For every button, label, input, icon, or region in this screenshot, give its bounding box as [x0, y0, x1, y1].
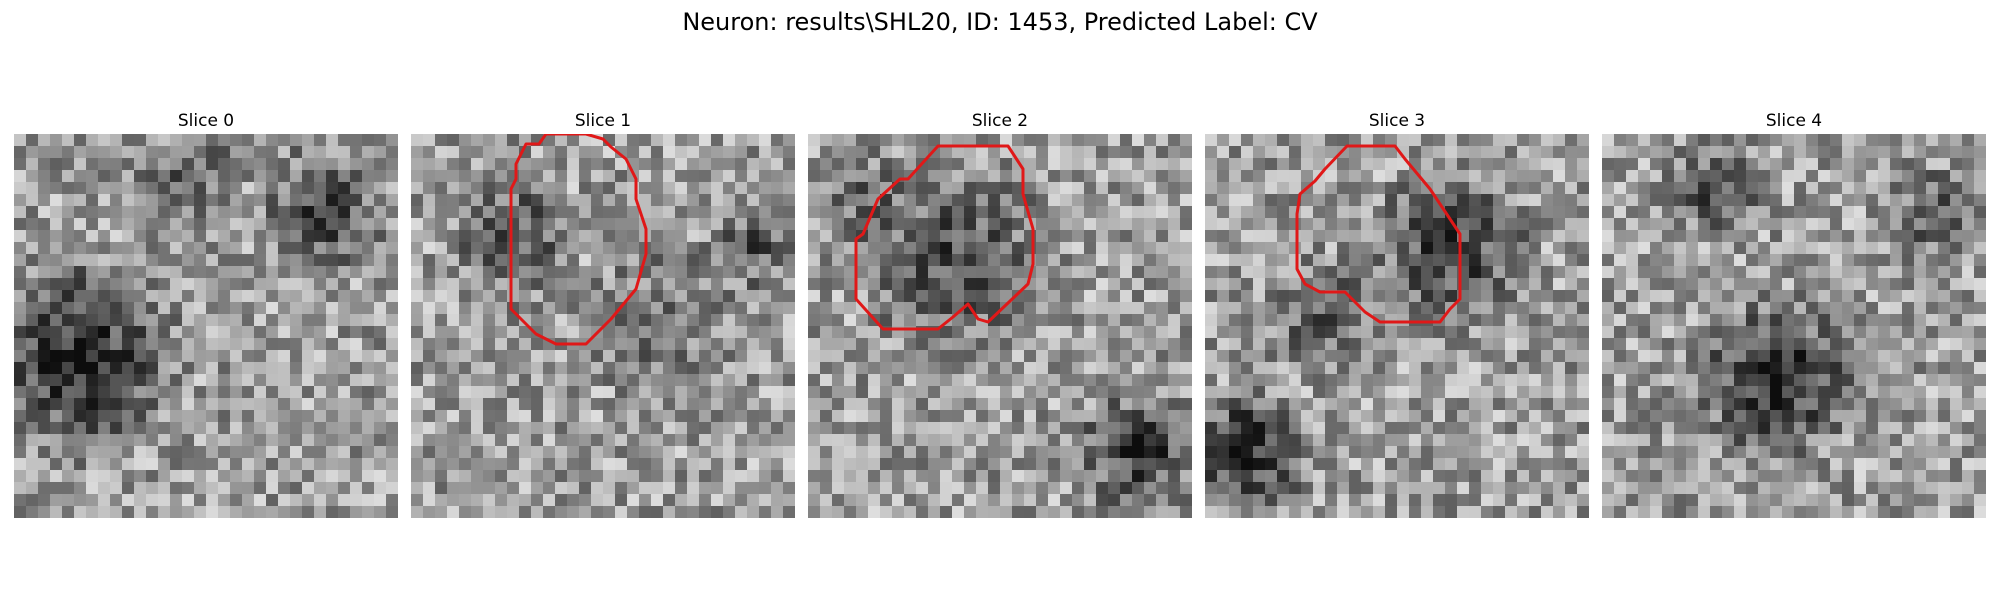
- slice-image: [808, 134, 1192, 518]
- slice-panel-3: Slice 3: [1205, 108, 1589, 518]
- slice-title: Slice 3: [1368, 111, 1426, 131]
- figure-title: Neuron: results\SHL20, ID: 1453, Predict…: [682, 8, 1318, 36]
- slice-title: Slice 1: [574, 111, 632, 131]
- slice-panel-1: Slice 1: [411, 108, 795, 518]
- slice-image: [14, 134, 398, 518]
- slice-title: Slice 2: [971, 111, 1029, 131]
- slice-title: Slice 0: [177, 111, 235, 131]
- roi-contour: [1295, 144, 1462, 324]
- slice-image: [1205, 134, 1589, 518]
- slice-title: Slice 4: [1765, 111, 1823, 131]
- roi-contour: [854, 144, 1035, 331]
- slice-panel-4: Slice 4: [1602, 108, 1986, 518]
- slice-image: [1602, 134, 1986, 518]
- slice-panel-0: Slice 0: [14, 108, 398, 518]
- roi-contour: [509, 134, 648, 346]
- slice-panel-2: Slice 2: [808, 108, 1192, 518]
